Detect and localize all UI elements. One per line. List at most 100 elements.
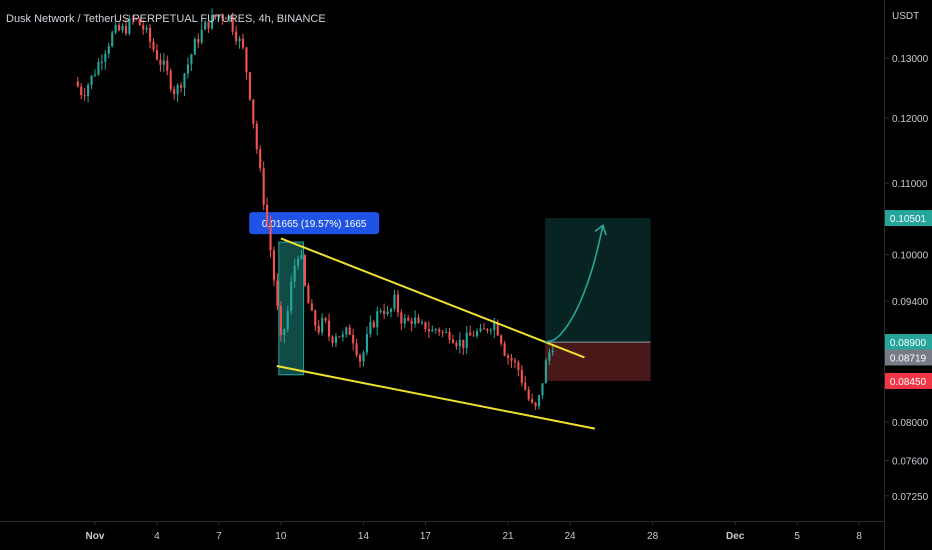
candle-body [431,329,434,332]
candle-body [169,70,172,90]
candle-body [80,86,83,96]
candle-body [469,332,472,336]
candle-body [503,343,506,356]
candle-body [386,311,389,315]
currency-label: USDT [892,11,919,22]
candle-body [76,81,79,87]
candle-body [455,342,458,347]
candle-body [434,329,437,331]
candle-body [500,335,503,344]
candle-body [118,24,121,31]
x-tick-label: 21 [502,531,514,542]
candle-body [90,75,93,86]
candle-body [331,336,334,344]
candle-body [482,328,486,330]
candle-body [551,350,554,353]
candle-body [372,321,375,328]
candle-body [317,325,320,333]
candle-body [524,382,527,390]
x-tick-label: 8 [856,531,862,542]
measure-label: 0.01665 (19.57%) 1665 [262,219,367,230]
projection-arrow[interactable] [545,223,607,343]
trendlines[interactable] [276,237,595,430]
price-label-badge [885,372,932,389]
projection-curve[interactable] [545,225,604,343]
price-label: 0.08719 [890,353,927,364]
candle-body [407,318,410,321]
candle-body [283,329,286,336]
candle-body [124,26,128,34]
candle-body [486,329,489,331]
candle-body [445,331,448,333]
candle-body [303,255,307,286]
profit-zone[interactable] [545,218,651,343]
candle-body [417,317,420,323]
candle-body [362,352,365,362]
candle-body [458,339,461,347]
y-tick-label: 0.09400 [892,297,929,308]
candle-body [462,339,465,348]
candle-body [465,332,468,348]
candle-body [228,16,231,19]
candle-body [269,222,272,251]
candle-body [493,322,496,331]
y-tick-label: 0.10000 [892,251,929,262]
candle-body [131,18,134,20]
candle-body [334,336,338,344]
x-tick-label: 4 [154,531,160,542]
price-label-badge [885,210,932,227]
chart-title: Dusk Network / TetherUS PERPETUAL FUTURE… [6,13,326,25]
x-tick-label: 28 [647,531,659,542]
candle-body [448,331,451,340]
candle-body [348,327,351,335]
y-tick-label: 0.07250 [892,492,929,503]
long-position-tool[interactable] [545,218,651,381]
candle-body [155,49,159,60]
candle-body [231,16,234,32]
time-axis[interactable]: Nov 4 7 10 14 17 21 24 28 Dec 5 8 [86,521,863,542]
price-axis[interactable]: 0.13000 0.12000 0.11000 0.10000 0.09400 0.080… [885,54,929,503]
candle-body [358,355,362,362]
candle-body [307,285,310,304]
candle-body [190,54,193,65]
candle-body [162,60,165,65]
trendline-lower[interactable] [276,365,595,430]
trendline-upper[interactable] [280,237,585,359]
candle-body [424,322,427,330]
candle-body [393,294,396,309]
candle-body [145,27,148,30]
x-tick-label: Nov [86,531,105,542]
candle-body [479,328,482,332]
candle-body [451,339,455,343]
candle-body [100,61,103,63]
candle-body [166,60,169,71]
candle-body [544,360,547,384]
candle-body [427,329,430,332]
candle-body [506,355,510,359]
candle-body [396,294,399,313]
candle-body [527,389,530,400]
candle-body [400,312,403,324]
candle-body [200,29,203,43]
candle-body [197,38,200,43]
candle-body [410,320,413,324]
candle-body [193,38,196,55]
candle-body [173,89,176,95]
candle-body [111,32,114,47]
candle-body [241,38,245,48]
candle-body [475,331,479,337]
candle-body [438,329,441,332]
candle-body [496,322,499,336]
candle-body [276,280,279,306]
candle-body [310,303,313,311]
candle-body [355,343,358,356]
x-tick-label: 14 [358,531,370,542]
candle-body [489,330,492,332]
candle-body [214,15,217,18]
candle-body [176,85,179,95]
candles [76,8,554,410]
candle-body [324,318,327,321]
candle-body [513,360,516,363]
